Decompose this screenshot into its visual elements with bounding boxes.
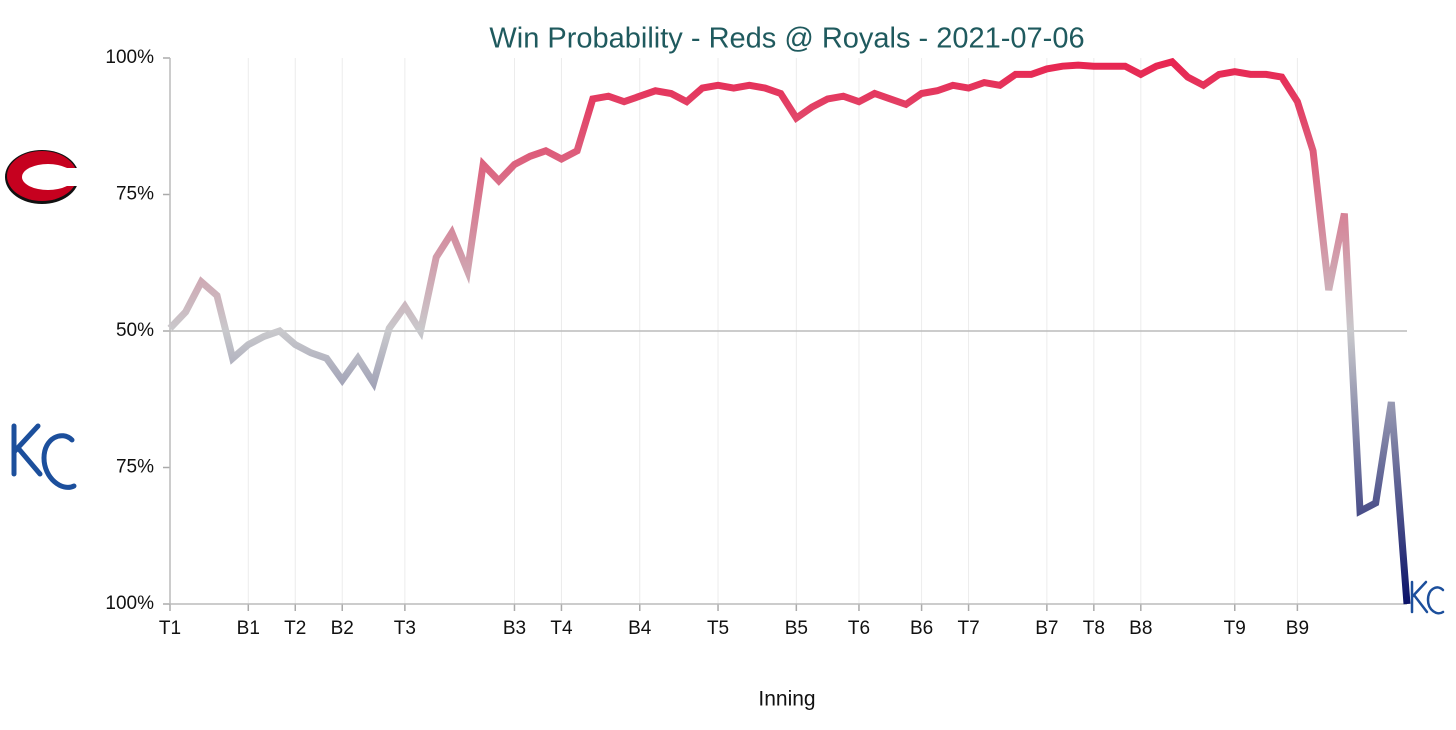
win-probability-line xyxy=(167,57,1411,605)
chart-title: Win Probability - Reds @ Royals - 2021-0… xyxy=(489,23,1084,55)
x-axis-title: Inning xyxy=(758,688,815,711)
y-tick-label: 100% xyxy=(105,593,154,614)
reds-logo xyxy=(5,150,82,204)
x-tick-label: T6 xyxy=(848,618,870,639)
x-tick-label: T1 xyxy=(159,618,181,639)
x-tick-label: T8 xyxy=(1083,618,1105,639)
royals-logo-end xyxy=(1410,580,1445,615)
y-tick-label: 50% xyxy=(116,320,154,341)
x-tick-label: B8 xyxy=(1129,618,1152,639)
x-tick-label: B5 xyxy=(785,618,808,639)
x-tick-label: B7 xyxy=(1035,618,1058,639)
x-tick-label: B6 xyxy=(910,618,933,639)
x-tick-label: T7 xyxy=(957,618,979,639)
royals-logo xyxy=(11,423,77,490)
x-tick-label: B2 xyxy=(331,618,354,639)
y-tick-label: 75% xyxy=(116,457,154,478)
x-tick-label: B9 xyxy=(1286,618,1309,639)
x-tick-label: T9 xyxy=(1224,618,1246,639)
x-tick-label: B4 xyxy=(628,618,652,639)
x-tick-label: B1 xyxy=(237,618,260,639)
x-tick-label: B3 xyxy=(503,618,526,639)
y-tick-label: 75% xyxy=(116,184,154,205)
x-tick-label: T5 xyxy=(707,618,729,639)
x-tick-label: T3 xyxy=(394,618,416,639)
x-tick-label: T2 xyxy=(284,618,306,639)
x-tick-label: T4 xyxy=(550,618,573,639)
y-tick-label: 100% xyxy=(105,47,154,68)
